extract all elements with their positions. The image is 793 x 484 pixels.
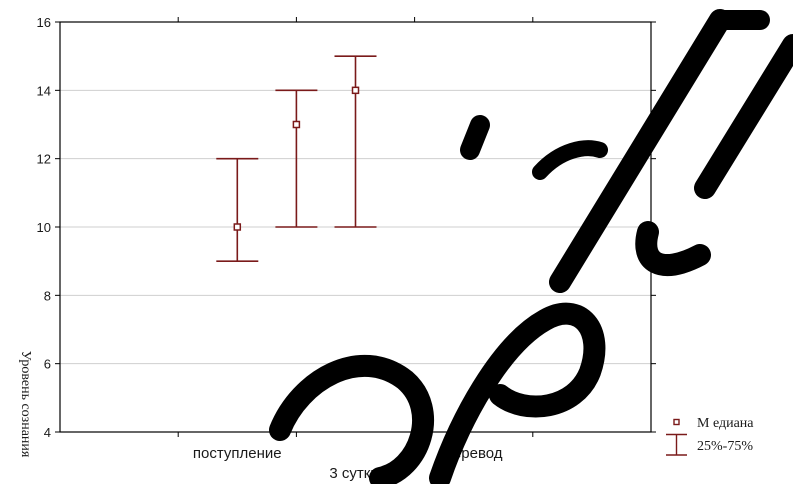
watermark-stroke-6: [694, 34, 793, 199]
x-axis-title: 3 сутки: [329, 465, 378, 482]
box-1-median: [292, 120, 301, 129]
box-0: [216, 157, 259, 262]
box-2-median: [351, 86, 360, 95]
y-axis-title: Уровень сознания: [18, 351, 33, 458]
x-tick-label-1: поступление: [193, 445, 282, 462]
legend-item-quartiles: 25%-75%: [666, 433, 753, 456]
legend: М едиана 25%-75%: [666, 416, 754, 456]
legend-item-median: М едиана: [673, 416, 754, 431]
box-series: [216, 55, 377, 262]
y-tick-label-6: 6: [44, 357, 51, 372]
y-tick-label-4: 4: [44, 425, 51, 440]
box-2: [334, 55, 377, 228]
box-1: [275, 89, 318, 228]
watermark: [269, 9, 793, 484]
y-axis-ticks: 4 6 8 10 12 14 16: [37, 15, 656, 440]
watermark-stroke-3: [429, 302, 606, 484]
watermark-stroke-7: [635, 221, 711, 276]
y-tick-label-12: 12: [37, 152, 51, 167]
watermark-stroke-2: [269, 354, 434, 484]
watermark-stroke-1: [460, 115, 490, 160]
watermark-stroke-4: [549, 9, 731, 293]
y-tick-label-8: 8: [44, 288, 51, 303]
box-0-median: [233, 223, 242, 231]
legend-median-marker: [673, 418, 680, 426]
legend-median-label: М едиана: [697, 416, 754, 431]
legend-quartiles-label: 25%-75%: [697, 439, 753, 454]
watermark-stroke-8: [532, 140, 608, 180]
y-tick-label-16: 16: [37, 15, 51, 30]
y-tick-label-14: 14: [37, 83, 51, 98]
y-tick-label-10: 10: [37, 220, 51, 235]
